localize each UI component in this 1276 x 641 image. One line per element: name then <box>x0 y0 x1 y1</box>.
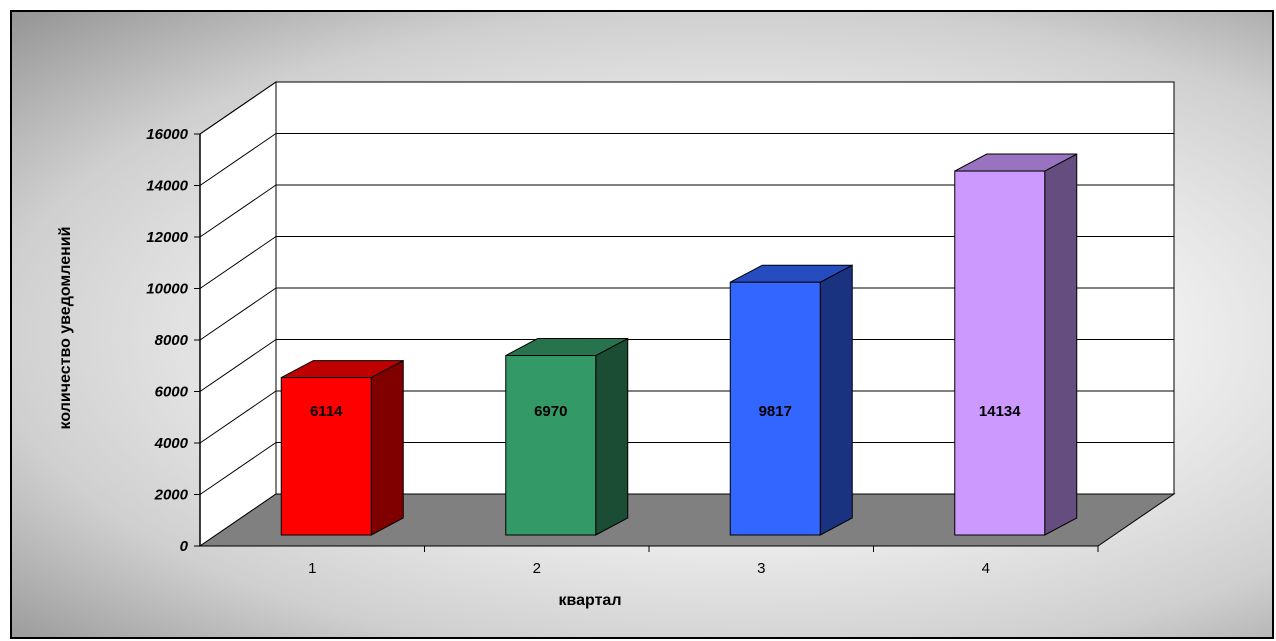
y-tick-label: 12000 <box>146 229 188 246</box>
gridline-side <box>199 442 277 495</box>
gridline-side <box>199 339 277 392</box>
gridline-side <box>199 81 277 135</box>
x-tick-label: 4 <box>982 560 990 577</box>
y-tick-label: 0 <box>180 538 189 555</box>
x-tick-label: 1 <box>308 560 316 577</box>
bar-side <box>370 359 404 536</box>
bar: 6114 <box>280 359 404 536</box>
gridline-side <box>199 287 277 341</box>
bar: 6970 <box>505 337 629 536</box>
bar-side <box>819 264 853 536</box>
gridline-side <box>199 236 277 289</box>
data-label: 9817 <box>759 403 792 420</box>
y-tick-label: 8000 <box>155 332 189 349</box>
bar-side <box>595 337 629 536</box>
bar-front <box>954 170 1046 536</box>
data-label: 6114 <box>310 403 343 420</box>
y-tick-label: 10000 <box>146 281 188 298</box>
bar-front <box>505 355 597 536</box>
x-axis-title: квартал <box>559 592 622 609</box>
bars: 6114 6970 9817 14134 <box>280 153 1078 536</box>
y-axis-title: количество уведомлений <box>57 227 74 430</box>
y-tick-labels: 0 2000 4000 6000 8000 10000 12000 14000 16000 <box>146 126 188 555</box>
y-tick-label: 4000 <box>154 435 189 452</box>
gridline-side <box>199 184 277 238</box>
y-tick-label: 16000 <box>146 126 188 143</box>
gridline-side <box>199 390 277 444</box>
x-tick-label: 2 <box>533 560 541 577</box>
bar: 9817 <box>729 264 853 536</box>
y-tick-label: 14000 <box>146 178 188 195</box>
gridline-side <box>199 133 277 186</box>
bar-front <box>280 377 372 536</box>
x-tick-label: 3 <box>757 560 765 577</box>
y-tick-label: 2000 <box>154 487 189 504</box>
bar-front <box>729 281 821 536</box>
x-tick-labels: 1 2 3 4 <box>308 546 1099 577</box>
bar: 14134 <box>954 153 1078 536</box>
data-label: 14134 <box>979 403 1021 420</box>
data-label: 6970 <box>534 403 567 420</box>
bar-side <box>1044 153 1078 536</box>
y-tick-label: 6000 <box>155 384 189 401</box>
